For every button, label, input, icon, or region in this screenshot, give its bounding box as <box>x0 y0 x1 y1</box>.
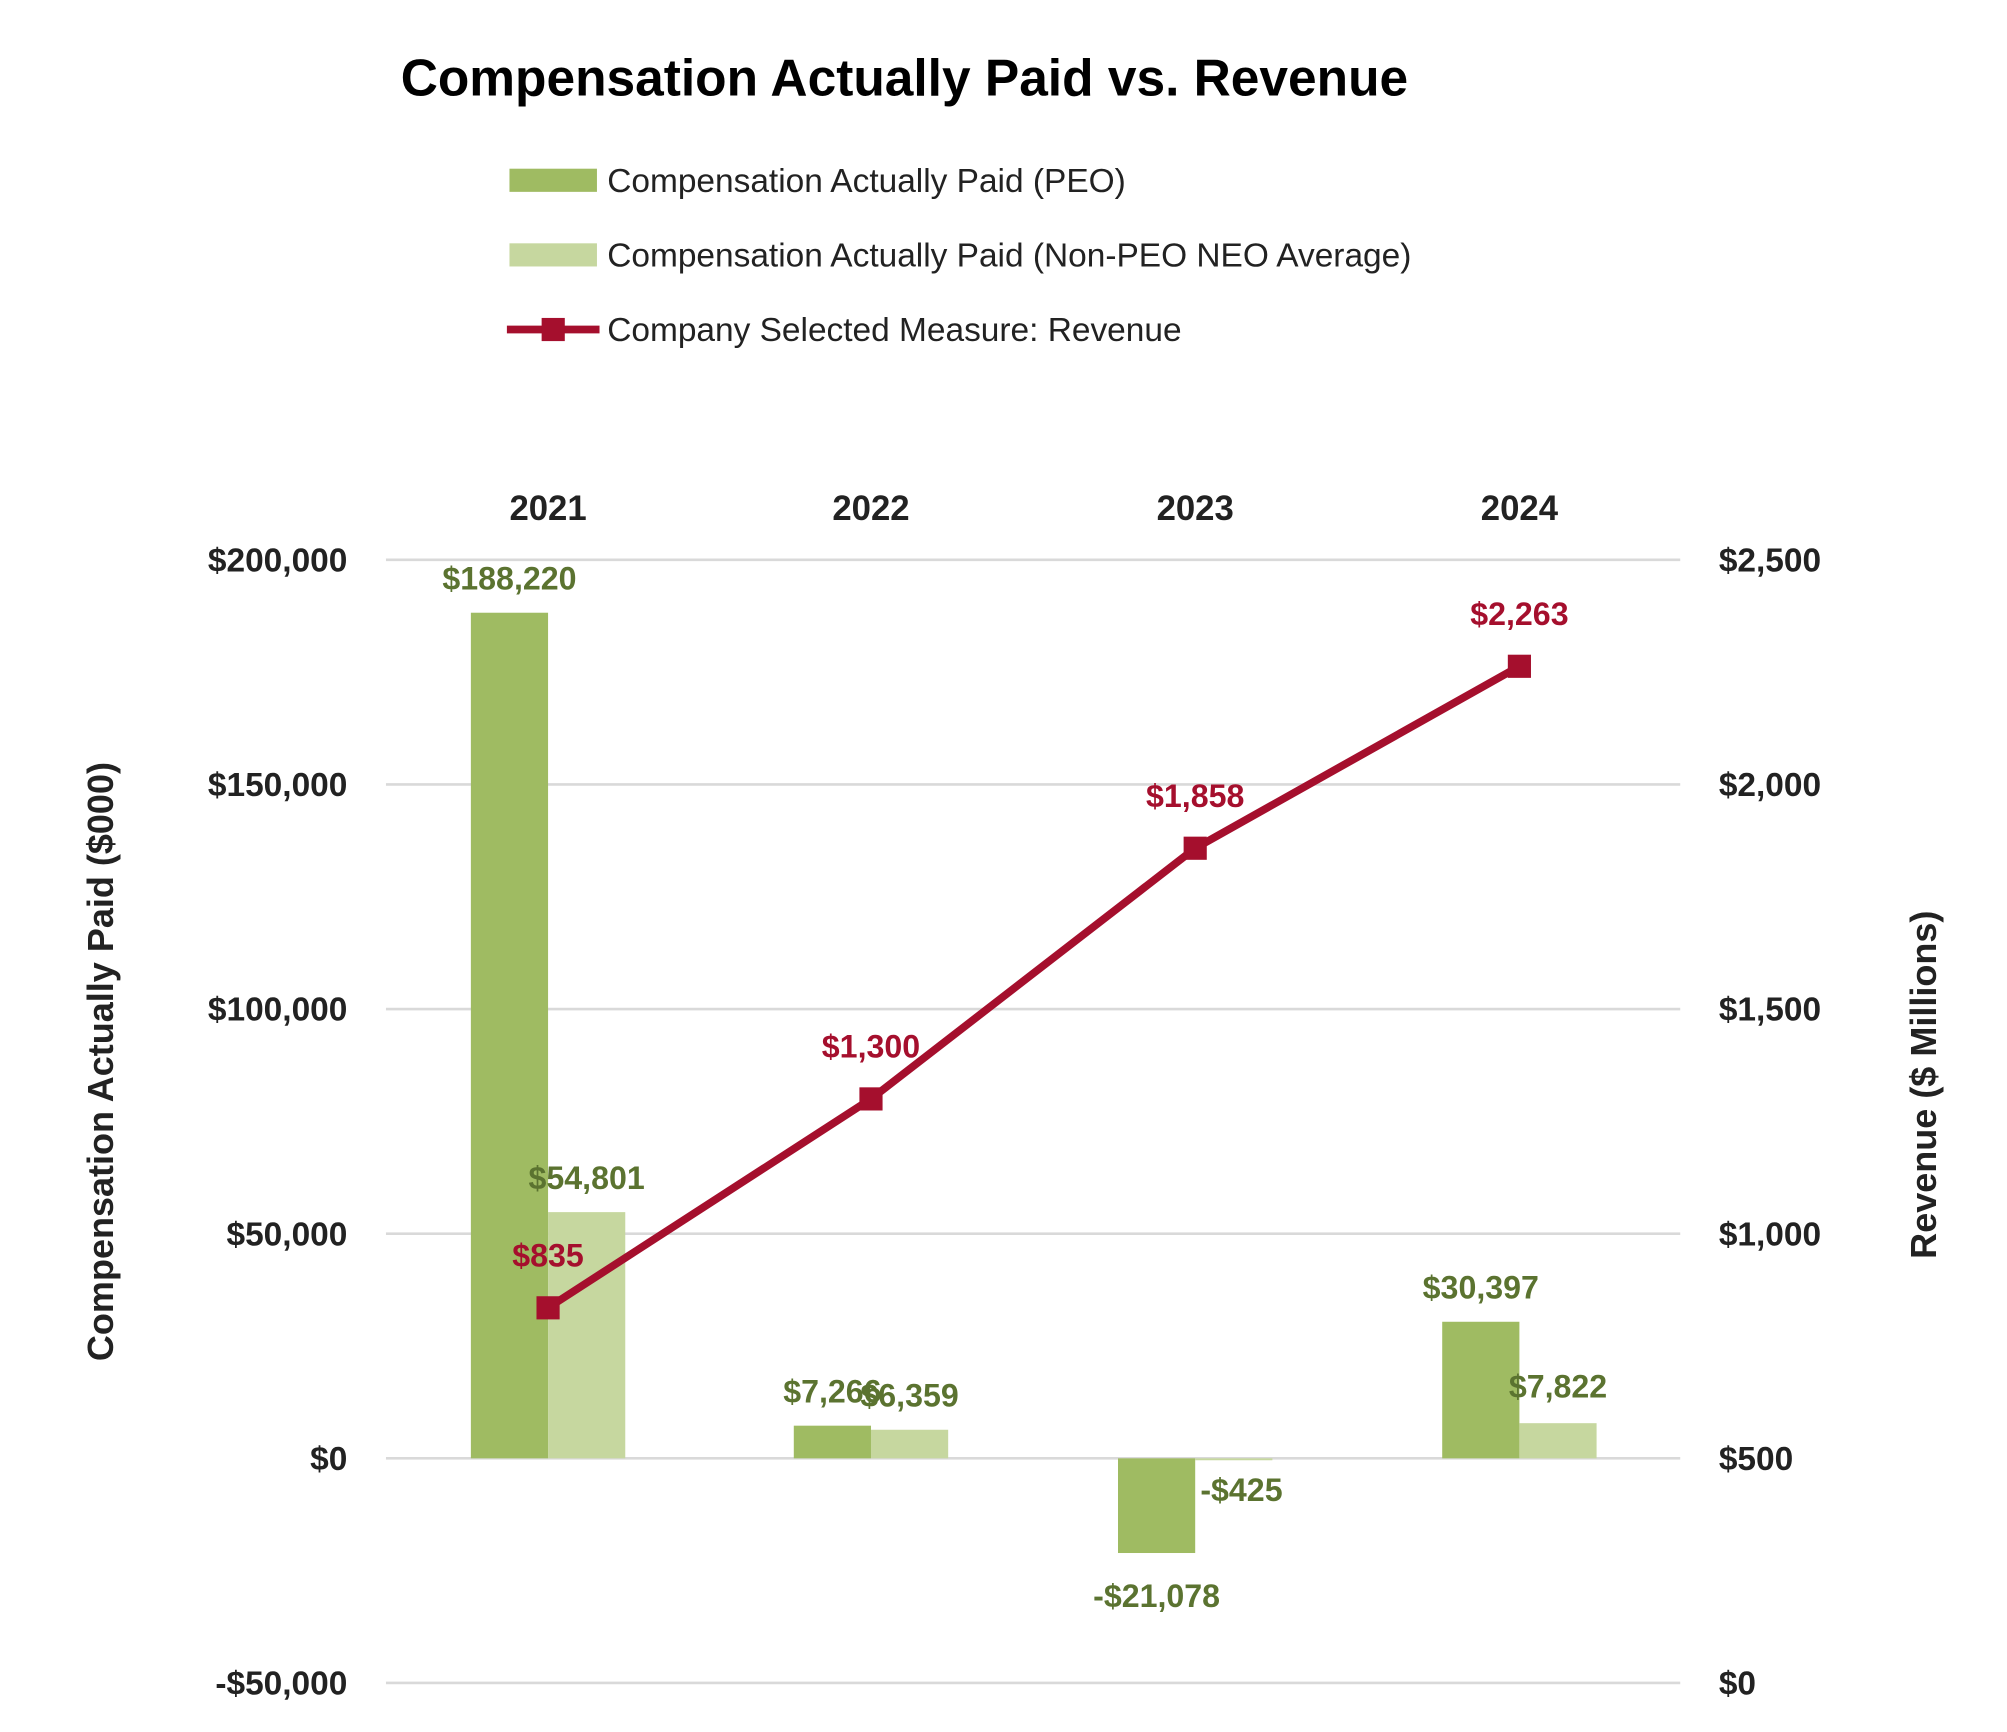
y-tick-label: -$50,000 <box>215 1666 347 1703</box>
y-tick-label: $100,000 <box>208 992 347 1029</box>
x-tick-label: 2022 <box>832 490 909 528</box>
revenue-label: $1,858 <box>1146 778 1244 814</box>
data-label: $6,359 <box>860 1378 958 1414</box>
bar-neo <box>1519 1423 1597 1459</box>
revenue-marker <box>1183 836 1207 860</box>
data-label: $54,801 <box>529 1160 645 1196</box>
y-tick-label: $150,000 <box>208 767 347 804</box>
x-tick-label: 2024 <box>1481 490 1559 528</box>
revenue-line <box>536 654 1531 1320</box>
y2-tick-label: $500 <box>1719 1441 1793 1478</box>
y2-axis-label: Revenue ($ Millions) <box>1903 911 1944 1259</box>
legend-swatch <box>509 243 597 267</box>
y2-tick-label: $1,000 <box>1719 1216 1821 1253</box>
bar-peo <box>470 612 549 1459</box>
gridlines: -$50,000 $0 $50,000 $100,000 $150,000 $200,00… <box>208 490 1821 1703</box>
data-label: $188,220 <box>442 561 576 597</box>
bar-peo <box>793 1425 871 1459</box>
y2-tick-label: $2,500 <box>1719 542 1821 579</box>
data-label: -$425 <box>1200 1472 1282 1508</box>
revenue-label: $835 <box>512 1238 584 1274</box>
revenue-marker <box>859 1087 883 1111</box>
revenue-label: $1,300 <box>822 1029 920 1065</box>
legend: Compensation Actually Paid (PEO) Compensa… <box>506 163 1411 349</box>
y2-tick-label: $1,500 <box>1719 992 1821 1029</box>
data-label: $7,822 <box>1509 1368 1607 1404</box>
revenue-marker <box>1507 654 1531 678</box>
data-label: $7,266 <box>783 1374 881 1410</box>
y-tick-label: $0 <box>310 1441 347 1478</box>
bar-neo <box>548 1212 626 1459</box>
revenue-line-path <box>545 662 1522 1312</box>
y-axis-label: Compensation Actually Paid ($000) <box>80 762 121 1361</box>
bar-peo <box>1118 1458 1196 1554</box>
bar-neo <box>1195 1458 1273 1461</box>
legend-label: Compensation Actually Paid (PEO) <box>607 163 1126 200</box>
x-tick-label: 2023 <box>1157 490 1234 528</box>
y2-tick-label: $0 <box>1719 1666 1756 1703</box>
y-tick-label: $200,000 <box>208 542 347 579</box>
bar-peo <box>1442 1321 1520 1459</box>
bars <box>470 612 1597 1554</box>
legend-label: Company Selected Measure: Revenue <box>607 312 1181 349</box>
bar-neo <box>870 1429 949 1459</box>
legend-label: Compensation Actually Paid (Non-PEO NEO … <box>607 237 1411 274</box>
y2-tick-label: $2,000 <box>1719 767 1821 804</box>
x-tick-label: 2021 <box>509 490 586 528</box>
revenue-label: $2,263 <box>1470 596 1568 632</box>
y-tick-label: $50,000 <box>226 1216 347 1253</box>
legend-marker <box>541 317 565 342</box>
revenue-marker <box>536 1296 560 1320</box>
data-label: -$21,078 <box>1093 1578 1220 1614</box>
legend-swatch <box>509 168 597 192</box>
data-labels: $188,220 $7,266 -$21,078 $30,397 $54,801 $6,3… <box>442 561 1607 1614</box>
data-label: $30,397 <box>1423 1270 1539 1306</box>
chart-title: Compensation Actually Paid vs. Revenue <box>401 48 1408 106</box>
